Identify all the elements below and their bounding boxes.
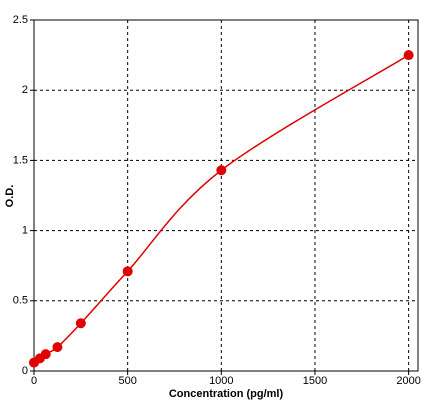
point: [403, 50, 414, 61]
y-tick-label: 2.5: [13, 14, 28, 26]
x-axis-title: Concentration (pg/ml): [169, 388, 284, 400]
point: [40, 349, 51, 360]
point: [75, 318, 86, 329]
point: [122, 266, 133, 277]
x-tick-label: 2000: [396, 375, 420, 387]
x-tick-label: 500: [118, 375, 136, 387]
y-tick-label: 0: [22, 365, 28, 377]
point: [216, 165, 227, 176]
y-axis-title: O.D.: [4, 185, 16, 208]
y-tick-label: 1: [22, 225, 28, 237]
x-tick-label: 1000: [209, 375, 233, 387]
x-tick-label: 0: [31, 375, 37, 387]
plot-frame: [33, 19, 419, 372]
y-tick-label: 1.5: [13, 154, 28, 166]
y-tick-label: 2: [22, 84, 28, 96]
x-tick-label: 1500: [303, 375, 327, 387]
point: [52, 342, 63, 353]
y-tick-label: 0.5: [13, 295, 28, 307]
